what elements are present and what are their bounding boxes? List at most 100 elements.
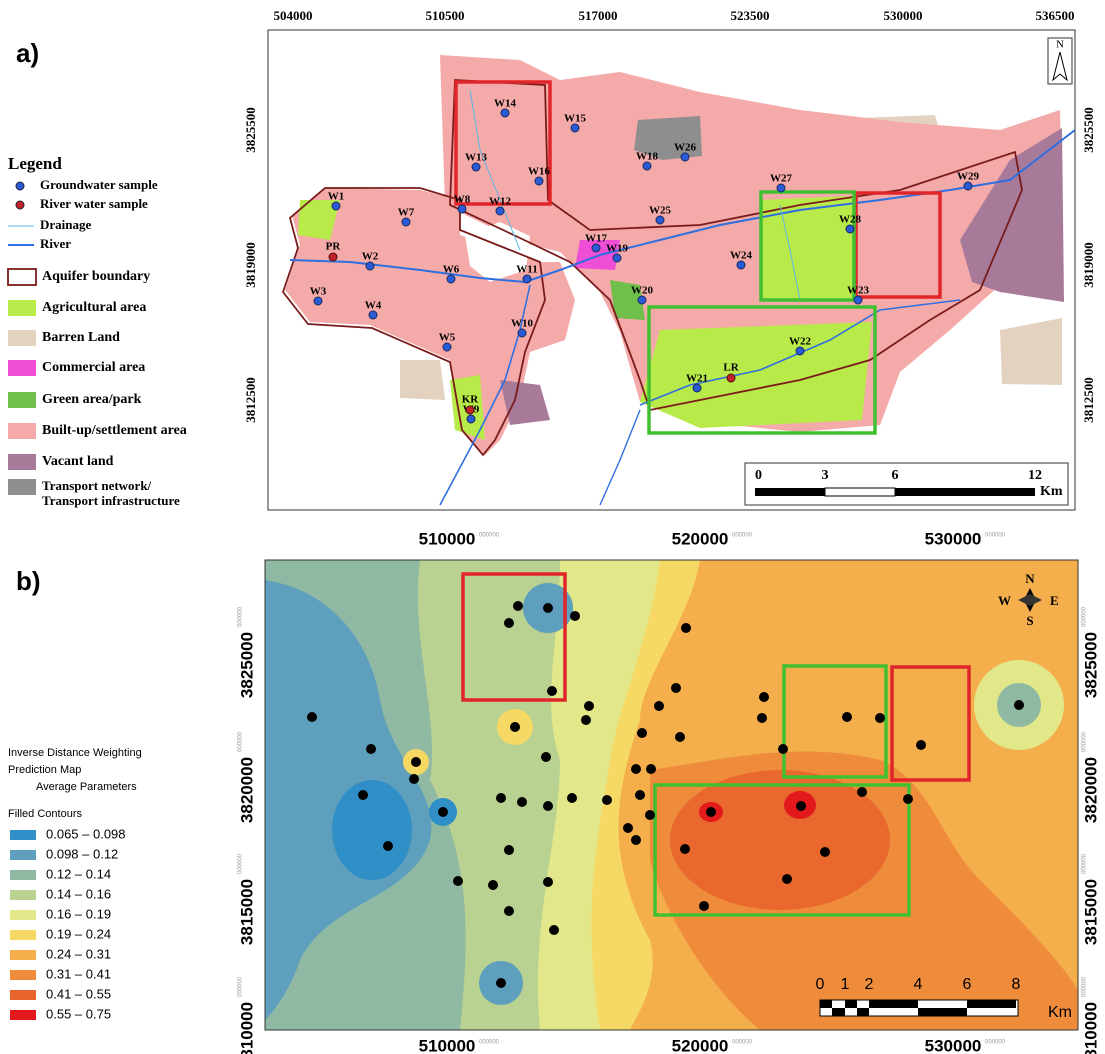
legend-swatch (10, 890, 36, 900)
groundwater-sample (571, 124, 579, 132)
groundwater-sample (472, 163, 480, 171)
well-label: W24 (730, 250, 753, 262)
y-tick-label: 3812500 (243, 377, 258, 423)
scale-label: 6 (892, 468, 899, 483)
compass-w: W (998, 593, 1011, 608)
barren-land (400, 360, 445, 400)
well-label: W25 (649, 205, 672, 217)
legend-swatch (10, 870, 36, 880)
legend-label: 0.55 – 0.75 (46, 1006, 111, 1021)
sample-point (366, 744, 376, 754)
x-tick-label: 510500 (426, 8, 465, 23)
sample-point (438, 807, 448, 817)
scale-label: 6 (963, 976, 972, 993)
groundwater-sample (523, 275, 531, 283)
groundwater-sample (366, 262, 374, 270)
scale-label: 8 (1012, 976, 1021, 993)
tick-suffix: 000000 (1082, 731, 1088, 752)
legend-swatch (8, 330, 36, 346)
scale-box (745, 463, 1068, 505)
legend-label: 0.41 – 0.55 (46, 986, 111, 1001)
north-label: N (1056, 39, 1064, 51)
groundwater-sample (777, 184, 785, 192)
scale-label: 1 (841, 976, 850, 993)
sample-point (383, 841, 393, 851)
legend-label: River (40, 236, 71, 251)
tick-suffix: 000000 (985, 533, 1006, 539)
scale-bar (845, 1000, 857, 1008)
legend-swatch (10, 850, 36, 860)
y-tick-label: 3819000 (1081, 242, 1096, 288)
well-label: W4 (365, 300, 382, 312)
tick-suffix: 000000 (238, 731, 244, 752)
y-tick-label: 3812500 (1081, 377, 1096, 423)
y-tick-label: 3820000 (1081, 757, 1100, 823)
legend-label: Barren Land (42, 330, 120, 345)
sample-point (409, 774, 419, 784)
legend-swatch (8, 269, 36, 285)
well-label: W21 (686, 373, 708, 385)
sample-point (1014, 700, 1024, 710)
legend-symbol (16, 201, 24, 209)
y-tick-label: 3825000 (237, 632, 256, 698)
well-label: W26 (674, 142, 697, 154)
sample-point (411, 757, 421, 767)
x-tick-label: 536500 (1036, 8, 1075, 23)
sample-point (645, 810, 655, 820)
sample-point (623, 823, 633, 833)
well-label: W14 (494, 98, 517, 110)
groundwater-sample (314, 297, 322, 305)
sample-point (706, 807, 716, 817)
x-tick-label: 517000 (579, 8, 618, 23)
legend-label: Commercial area (42, 360, 145, 375)
tick-suffix: 000000 (238, 853, 244, 874)
sample-point (796, 801, 806, 811)
sample-point (549, 925, 559, 935)
well-label: W27 (770, 173, 793, 185)
x-tick-label: 530000 (884, 8, 923, 23)
legend-swatch (8, 479, 36, 495)
compass-e: E (1050, 593, 1059, 608)
legend-label: River water sample (40, 196, 148, 211)
sample-point (680, 844, 690, 854)
scale-bar (820, 1000, 832, 1008)
well-label: W16 (528, 166, 551, 178)
legend-swatch (8, 300, 36, 316)
sample-point (307, 712, 317, 722)
y-tick-label: 3825500 (1081, 107, 1096, 153)
scale-bar (825, 488, 895, 496)
sample-point (358, 790, 368, 800)
sample-point (631, 764, 641, 774)
groundwater-sample (496, 207, 504, 215)
tick-suffix: 000000 (479, 533, 500, 539)
x-tick-label: 520000 (672, 1036, 729, 1054)
groundwater-sample (402, 218, 410, 226)
legend-title: Average Parameters (36, 781, 137, 793)
river-label: LR (723, 362, 739, 374)
legend-label: 0.14 – 0.16 (46, 886, 111, 901)
x-tick-label: 510000 (419, 529, 476, 548)
compass-s: S (1026, 613, 1033, 628)
legend-swatch (8, 392, 36, 408)
sample-point (699, 901, 709, 911)
groundwater-sample (846, 225, 854, 233)
scale-bar (857, 1008, 869, 1016)
contour (332, 780, 412, 880)
scale-label: 12 (1028, 468, 1042, 483)
well-label: W18 (636, 151, 659, 163)
groundwater-sample (681, 153, 689, 161)
scale-label: 0 (816, 976, 825, 993)
scale-label: 2 (865, 976, 874, 993)
sample-point (504, 618, 514, 628)
legend-swatch (8, 454, 36, 470)
x-tick-label: 520000 (672, 529, 729, 548)
tick-suffix: 000000 (732, 1040, 753, 1046)
legend-title: Inverse Distance Weighting (8, 747, 142, 759)
y-tick-label: 3825500 (243, 107, 258, 153)
legend-label: 0.31 – 0.41 (46, 966, 111, 981)
well-label: W15 (564, 113, 587, 125)
sample-point (567, 793, 577, 803)
legend-swatch (8, 423, 36, 439)
groundwater-sample (447, 275, 455, 283)
legend-label: 0.098 – 0.12 (46, 846, 118, 861)
